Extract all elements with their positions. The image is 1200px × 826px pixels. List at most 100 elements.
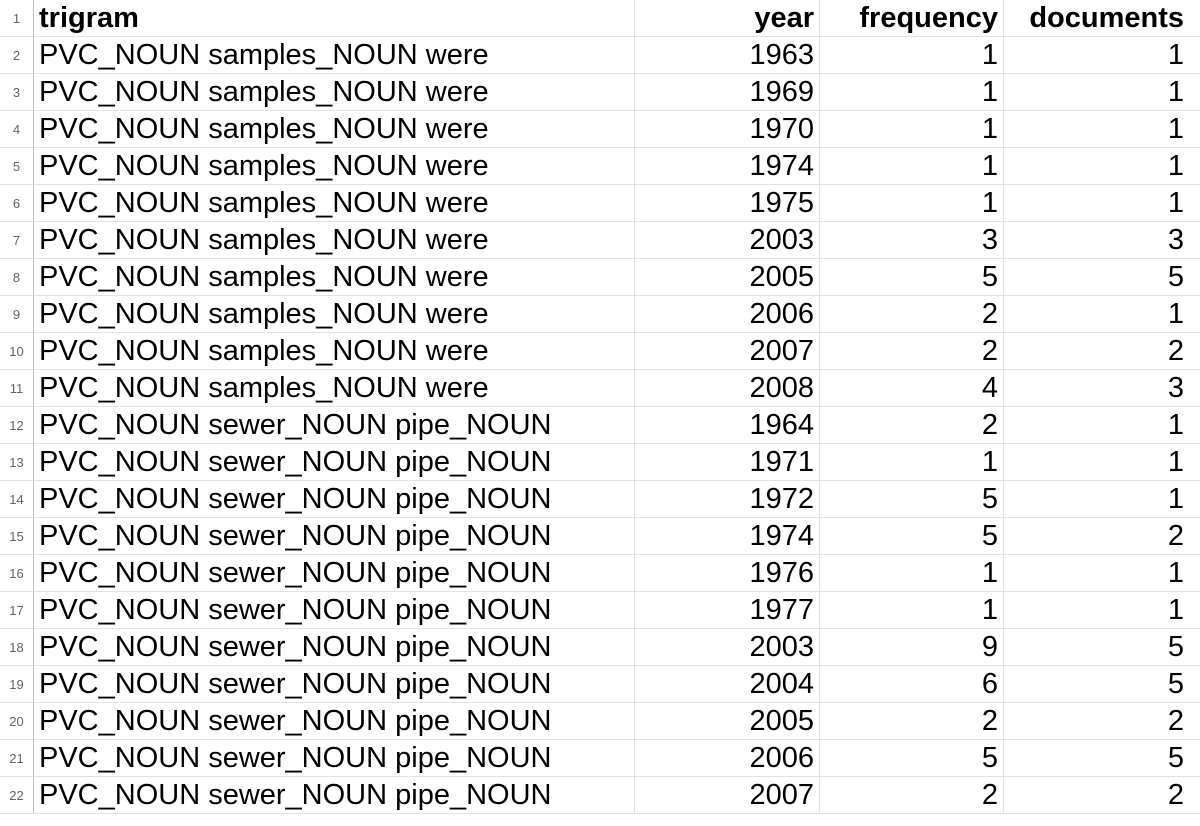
header-cell-year[interactable]: year — [635, 0, 820, 37]
cell-frequency[interactable]: 1 — [820, 444, 1004, 481]
cell-year[interactable]: 1969 — [635, 74, 820, 111]
row-number[interactable]: 7 — [0, 222, 34, 259]
row-number[interactable]: 13 — [0, 444, 34, 481]
cell-frequency[interactable]: 9 — [820, 629, 1004, 666]
cell-frequency[interactable]: 1 — [820, 111, 1004, 148]
row-number[interactable]: 14 — [0, 481, 34, 518]
cell-trigram[interactable]: PVC_NOUN samples_NOUN were — [34, 185, 635, 222]
cell-trigram[interactable]: PVC_NOUN samples_NOUN were — [34, 370, 635, 407]
row-number[interactable]: 17 — [0, 592, 34, 629]
row-number[interactable]: 6 — [0, 185, 34, 222]
cell-frequency[interactable]: 1 — [820, 74, 1004, 111]
cell-documents[interactable]: 5 — [1004, 259, 1200, 296]
cell-year[interactable]: 1974 — [635, 148, 820, 185]
cell-year[interactable]: 1976 — [635, 555, 820, 592]
cell-documents[interactable]: 1 — [1004, 592, 1200, 629]
row-number[interactable]: 4 — [0, 111, 34, 148]
row-number[interactable]: 11 — [0, 370, 34, 407]
cell-year[interactable]: 2006 — [635, 296, 820, 333]
cell-frequency[interactable]: 1 — [820, 185, 1004, 222]
cell-documents[interactable]: 1 — [1004, 555, 1200, 592]
header-cell-trigram[interactable]: trigram — [34, 0, 635, 37]
cell-trigram[interactable]: PVC_NOUN samples_NOUN were — [34, 222, 635, 259]
cell-documents[interactable]: 1 — [1004, 481, 1200, 518]
row-number[interactable]: 10 — [0, 333, 34, 370]
row-number[interactable]: 21 — [0, 740, 34, 777]
cell-year[interactable]: 2008 — [635, 370, 820, 407]
cell-frequency[interactable]: 5 — [820, 481, 1004, 518]
cell-year[interactable]: 1977 — [635, 592, 820, 629]
cell-trigram[interactable]: PVC_NOUN sewer_NOUN pipe_NOUN — [34, 481, 635, 518]
cell-frequency[interactable]: 1 — [820, 148, 1004, 185]
cell-trigram[interactable]: PVC_NOUN sewer_NOUN pipe_NOUN — [34, 629, 635, 666]
cell-documents[interactable]: 2 — [1004, 333, 1200, 370]
cell-frequency[interactable]: 1 — [820, 37, 1004, 74]
cell-frequency[interactable]: 5 — [820, 740, 1004, 777]
cell-year[interactable]: 2007 — [635, 777, 820, 814]
cell-frequency[interactable]: 5 — [820, 259, 1004, 296]
cell-frequency[interactable]: 4 — [820, 370, 1004, 407]
cell-documents[interactable]: 1 — [1004, 407, 1200, 444]
cell-year[interactable]: 2003 — [635, 629, 820, 666]
cell-trigram[interactable]: PVC_NOUN sewer_NOUN pipe_NOUN — [34, 407, 635, 444]
cell-documents[interactable]: 5 — [1004, 666, 1200, 703]
cell-documents[interactable]: 1 — [1004, 74, 1200, 111]
cell-frequency[interactable]: 1 — [820, 555, 1004, 592]
cell-documents[interactable]: 5 — [1004, 740, 1200, 777]
cell-year[interactable]: 1972 — [635, 481, 820, 518]
cell-frequency[interactable]: 2 — [820, 333, 1004, 370]
row-number[interactable]: 3 — [0, 74, 34, 111]
cell-frequency[interactable]: 6 — [820, 666, 1004, 703]
row-number[interactable]: 22 — [0, 777, 34, 814]
cell-documents[interactable]: 3 — [1004, 222, 1200, 259]
header-cell-documents[interactable]: documents — [1004, 0, 1200, 37]
row-number[interactable]: 9 — [0, 296, 34, 333]
cell-trigram[interactable]: PVC_NOUN samples_NOUN were — [34, 296, 635, 333]
cell-documents[interactable]: 5 — [1004, 629, 1200, 666]
cell-documents[interactable]: 2 — [1004, 518, 1200, 555]
cell-trigram[interactable]: PVC_NOUN samples_NOUN were — [34, 148, 635, 185]
cell-year[interactable]: 1970 — [635, 111, 820, 148]
cell-trigram[interactable]: PVC_NOUN samples_NOUN were — [34, 111, 635, 148]
cell-frequency[interactable]: 1 — [820, 592, 1004, 629]
cell-year[interactable]: 1963 — [635, 37, 820, 74]
row-number[interactable]: 18 — [0, 629, 34, 666]
cell-year[interactable]: 1971 — [635, 444, 820, 481]
cell-year[interactable]: 2007 — [635, 333, 820, 370]
cell-frequency[interactable]: 2 — [820, 407, 1004, 444]
cell-trigram[interactable]: PVC_NOUN sewer_NOUN pipe_NOUN — [34, 740, 635, 777]
cell-trigram[interactable]: PVC_NOUN sewer_NOUN pipe_NOUN — [34, 777, 635, 814]
row-number[interactable]: 5 — [0, 148, 34, 185]
cell-trigram[interactable]: PVC_NOUN sewer_NOUN pipe_NOUN — [34, 444, 635, 481]
cell-year[interactable]: 2006 — [635, 740, 820, 777]
cell-documents[interactable]: 3 — [1004, 370, 1200, 407]
cell-trigram[interactable]: PVC_NOUN samples_NOUN were — [34, 259, 635, 296]
cell-trigram[interactable]: PVC_NOUN sewer_NOUN pipe_NOUN — [34, 703, 635, 740]
cell-documents[interactable]: 1 — [1004, 111, 1200, 148]
cell-year[interactable]: 2005 — [635, 259, 820, 296]
row-number[interactable]: 19 — [0, 666, 34, 703]
cell-trigram[interactable]: PVC_NOUN sewer_NOUN pipe_NOUN — [34, 666, 635, 703]
cell-frequency[interactable]: 5 — [820, 518, 1004, 555]
cell-year[interactable]: 1974 — [635, 518, 820, 555]
cell-trigram[interactable]: PVC_NOUN sewer_NOUN pipe_NOUN — [34, 555, 635, 592]
cell-year[interactable]: 1975 — [635, 185, 820, 222]
cell-documents[interactable]: 1 — [1004, 148, 1200, 185]
row-number[interactable]: 1 — [0, 0, 34, 37]
cell-trigram[interactable]: PVC_NOUN samples_NOUN were — [34, 333, 635, 370]
cell-frequency[interactable]: 2 — [820, 296, 1004, 333]
cell-trigram[interactable]: PVC_NOUN sewer_NOUN pipe_NOUN — [34, 518, 635, 555]
cell-frequency[interactable]: 2 — [820, 703, 1004, 740]
row-number[interactable]: 15 — [0, 518, 34, 555]
header-cell-frequency[interactable]: frequency — [820, 0, 1004, 37]
cell-documents[interactable]: 1 — [1004, 185, 1200, 222]
row-number[interactable]: 12 — [0, 407, 34, 444]
cell-trigram[interactable]: PVC_NOUN samples_NOUN were — [34, 74, 635, 111]
cell-year[interactable]: 2004 — [635, 666, 820, 703]
cell-year[interactable]: 1964 — [635, 407, 820, 444]
row-number[interactable]: 16 — [0, 555, 34, 592]
cell-documents[interactable]: 1 — [1004, 37, 1200, 74]
row-number[interactable]: 8 — [0, 259, 34, 296]
row-number[interactable]: 2 — [0, 37, 34, 74]
cell-documents[interactable]: 1 — [1004, 444, 1200, 481]
